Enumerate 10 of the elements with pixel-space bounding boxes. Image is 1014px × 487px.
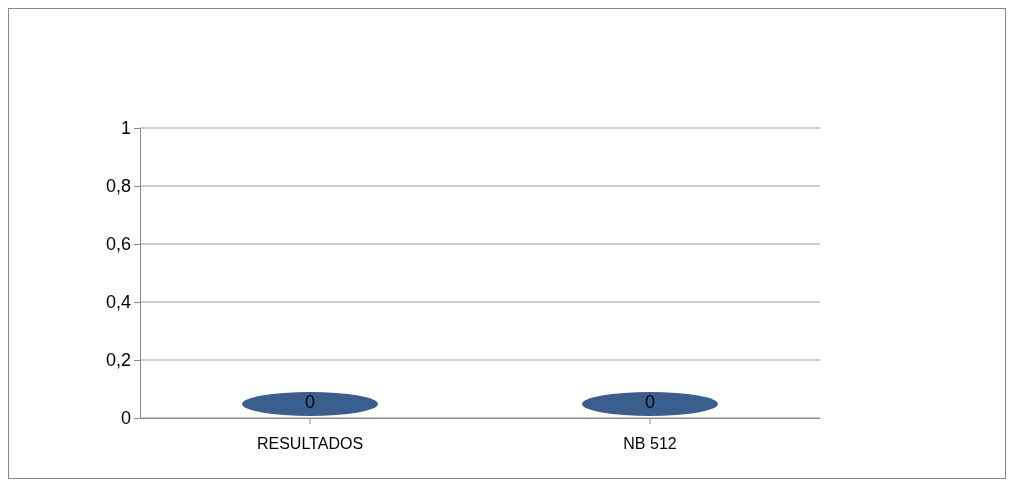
data-label: 0 xyxy=(304,392,316,412)
y-tick-label: 0,4 xyxy=(105,292,131,313)
y-tick-label: 0 xyxy=(120,408,131,429)
y-tick-label: 0,8 xyxy=(105,176,131,197)
y-tick-label: 0,6 xyxy=(105,234,131,255)
y-tick-label: 1 xyxy=(120,118,131,139)
x-tick-label: RESULTADOS xyxy=(256,435,364,453)
y-tick-label: 0,2 xyxy=(105,350,131,371)
data-label: 0 xyxy=(644,392,656,412)
x-tick-label: NB 512 xyxy=(623,435,677,453)
